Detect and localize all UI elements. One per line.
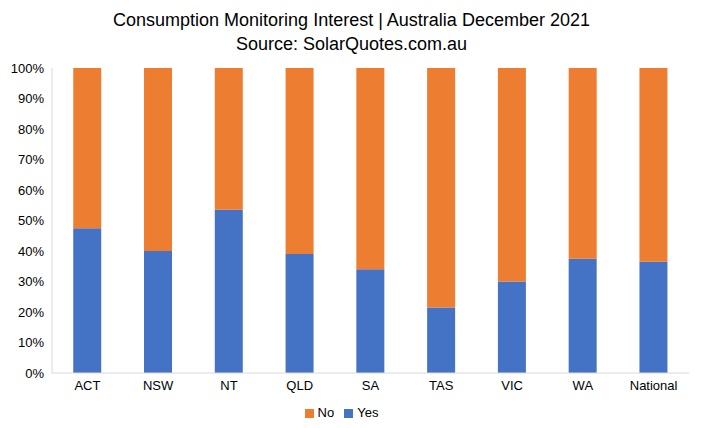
svg-text:National: National: [630, 378, 678, 393]
svg-text:WA: WA: [573, 378, 594, 393]
svg-text:60%: 60%: [18, 183, 44, 198]
svg-text:50%: 50%: [18, 213, 44, 228]
svg-text:30%: 30%: [18, 274, 44, 289]
svg-text:SA: SA: [362, 378, 380, 393]
html-text:Source: SolarQuotes.com.au: Source: SolarQuotes.com.au: [235, 34, 468, 54]
svg-text:QLD: QLD: [286, 378, 313, 393]
html-text:Consumption Monitoring Interes: Consumption Monitoring Interest | Austra…: [113, 10, 590, 30]
svg-text:TAS: TAS: [429, 378, 454, 393]
html-text:Yes: Yes: [357, 405, 379, 420]
svg-text:0%: 0%: [25, 366, 44, 381]
svg-text:40%: 40%: [18, 244, 44, 259]
svg-text:NSW: NSW: [143, 378, 174, 393]
svg-text:NT: NT: [220, 378, 237, 393]
html-text:No: No: [317, 405, 335, 420]
svg-text:VIC: VIC: [501, 378, 523, 393]
svg-text:80%: 80%: [18, 122, 44, 137]
svg-text:20%: 20%: [18, 305, 44, 320]
svg-text:90%: 90%: [18, 91, 44, 106]
svg-text:10%: 10%: [18, 335, 44, 350]
svg-text:100%: 100%: [11, 61, 45, 76]
svg-text:70%: 70%: [18, 152, 44, 167]
svg-text:ACT: ACT: [74, 378, 100, 393]
